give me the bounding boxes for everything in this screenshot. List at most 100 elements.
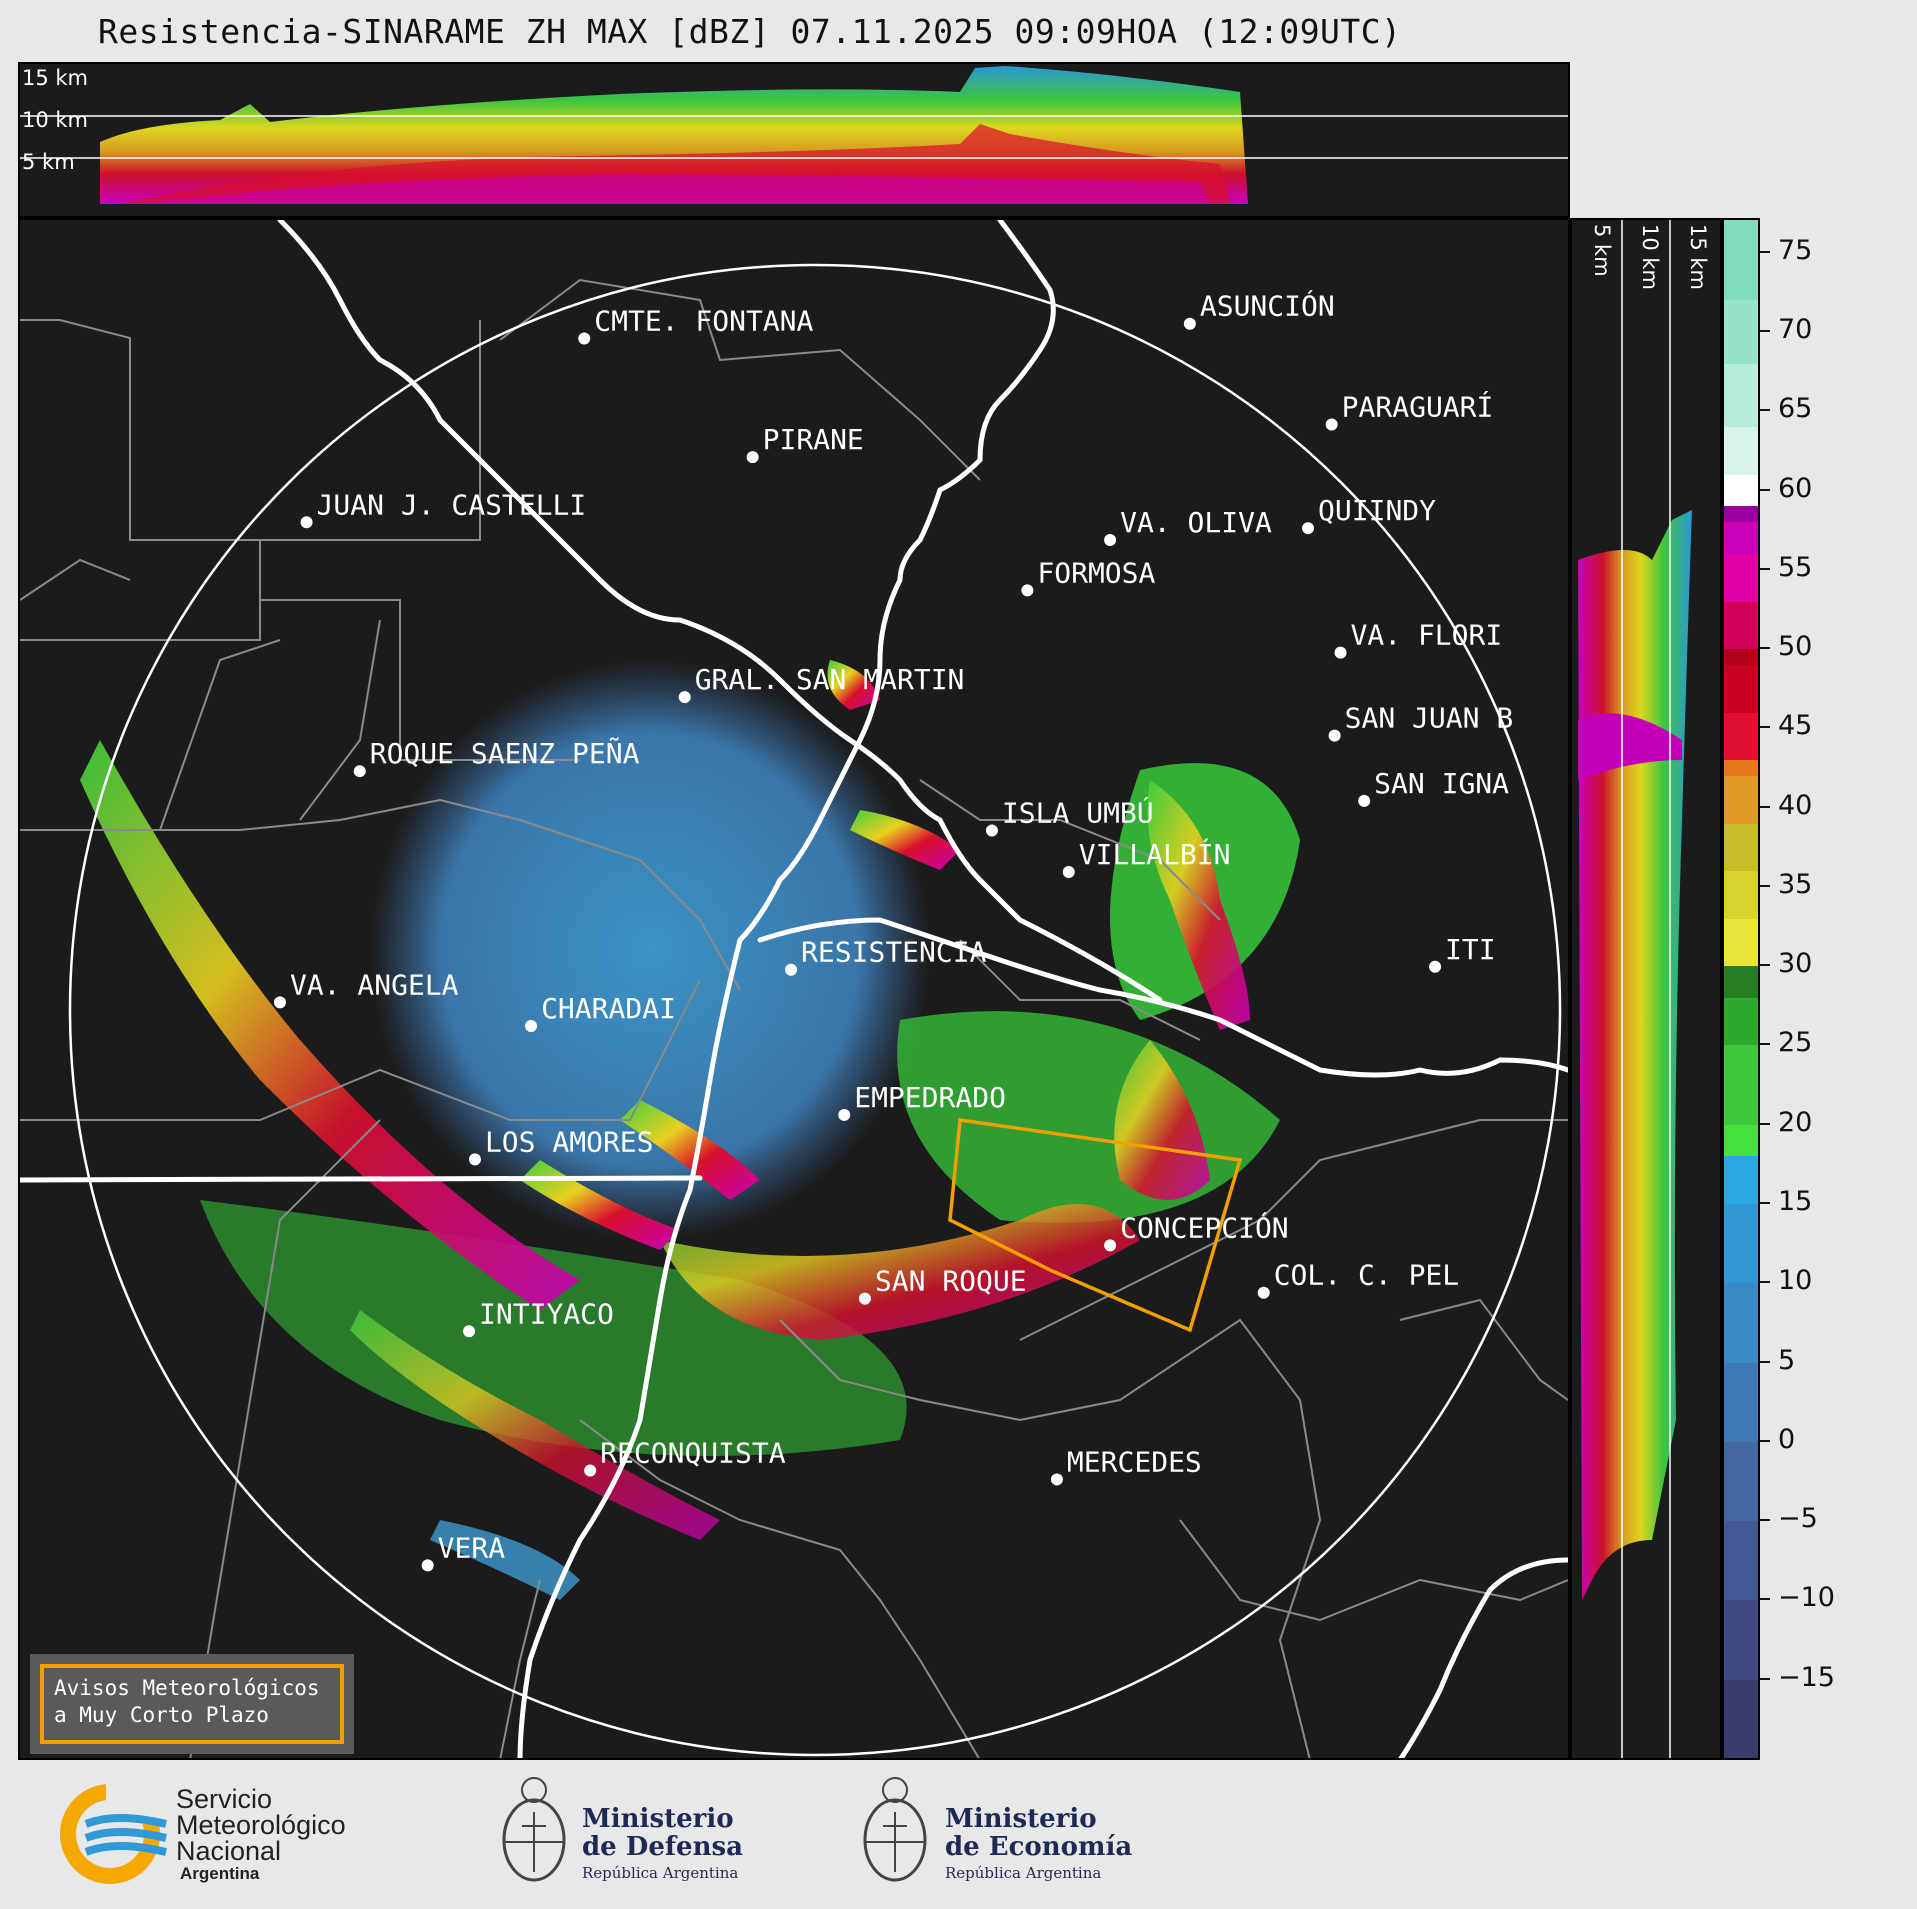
city-marker: ASUNCIÓN [1183, 289, 1335, 330]
colorbar-tick [1760, 488, 1770, 491]
colorbar-tick-label: 5 [1778, 1344, 1796, 1376]
economia-line2: de Economía [945, 1832, 1133, 1862]
city-label: COL. C. PEL [1274, 1259, 1459, 1292]
colorbar-tick [1760, 1122, 1770, 1125]
east-west-cross-section: 5 km 10 km 15 km [1570, 218, 1722, 1760]
colorbar-tick-label: 10 [1778, 1265, 1813, 1297]
colorbar-segment [1724, 774, 1758, 824]
economia-line1: Ministerio [945, 1804, 1097, 1834]
city-dot [1334, 646, 1347, 659]
colorbar-segment [1724, 1599, 1758, 1680]
city-marker: ITI [1429, 933, 1496, 973]
city-marker: MERCEDES [1050, 1445, 1202, 1486]
city-dot [838, 1108, 851, 1121]
colorbar-segment [1724, 648, 1758, 665]
colorbar-tick-label: 75 [1778, 234, 1813, 266]
city-marker: ROQUE SAENZ PEÑA [353, 736, 640, 778]
city-marker: PARAGUARÍ [1325, 389, 1493, 431]
colorbar-tick-label: 45 [1778, 710, 1813, 742]
ministerio-defensa-logo: Ministerio de Defensa República Argentin… [494, 1772, 754, 1898]
city-label: SAN JUAN B [1345, 702, 1514, 735]
colorbar-segment [1724, 1282, 1758, 1363]
very-short-term-warnings-button[interactable]: Avisos Meteorológicos a Muy Corto Plazo [30, 1654, 354, 1754]
city-marker: CONCEPCIÓN [1104, 1210, 1289, 1252]
aviso-line2: a Muy Corto Plazo [54, 1703, 269, 1727]
argentina-coat-of-arms-icon [863, 1777, 927, 1882]
city-dot [1325, 418, 1338, 431]
colorbar-tick [1760, 964, 1770, 967]
city-marker: GRAL. SAN MARTIN [678, 663, 964, 704]
city-dot [1050, 1473, 1063, 1486]
colorbar-segment [1724, 1123, 1758, 1157]
city-label: LOS AMORES [485, 1125, 654, 1158]
city-dot [421, 1559, 434, 1572]
colorbar-tick [1760, 1519, 1770, 1522]
colorbar-segment [1724, 1520, 1758, 1601]
colorbar-segment [1724, 870, 1758, 919]
colorbar-segment [1724, 1440, 1758, 1522]
smn-line2: Meteorológico [176, 1810, 346, 1840]
colorbar-tick-label: 40 [1778, 789, 1813, 821]
altitude-label-5km: 5 km [22, 150, 75, 174]
city-marker: PIRANE [746, 423, 864, 464]
city-label: SAN ROQUE [875, 1265, 1027, 1298]
city-marker: SAN JUAN B [1328, 702, 1514, 742]
colorbar-tick-label: 25 [1778, 1027, 1813, 1059]
city-dot [1104, 1239, 1117, 1252]
colorbar-segment [1724, 505, 1758, 523]
city-marker: ISLA UMBÚ [985, 795, 1154, 837]
city-marker: VA. FLORI [1334, 619, 1502, 659]
colorbar-tick [1760, 409, 1770, 412]
city-label: VERA [438, 1531, 506, 1564]
colorbar-tick-label: 55 [1778, 551, 1813, 583]
colorbar-tick-label: 70 [1778, 313, 1813, 345]
city-dot [785, 963, 798, 976]
defensa-line3: República Argentina [582, 1864, 739, 1882]
city-marker: SAN ROQUE [858, 1265, 1027, 1305]
city-label: EMPEDRADO [854, 1081, 1006, 1114]
colorbar-tick-label: 15 [1778, 1186, 1813, 1218]
city-dot [1183, 317, 1196, 330]
colorbar-segment [1724, 600, 1758, 650]
city-label: JUAN J. CASTELLI [317, 488, 587, 521]
colorbar-tick [1760, 726, 1770, 729]
colorbar-tick-label: 30 [1778, 948, 1813, 980]
defensa-line1: Ministerio [582, 1804, 734, 1834]
city-dot [1429, 960, 1442, 973]
colorbar-tick [1760, 1439, 1770, 1442]
city-marker: VERA [421, 1531, 506, 1572]
colorbar-segment [1724, 759, 1758, 776]
city-label: RECONQUISTA [600, 1437, 786, 1470]
ministerio-economia-logo: Ministerio de Economía República Argenti… [855, 1772, 1135, 1898]
colorbar-segment [1724, 552, 1758, 602]
city-marker: RESISTENCIA [785, 936, 987, 976]
city-dot [1358, 794, 1371, 807]
city-label: ROQUE SAENZ PEÑA [370, 736, 640, 770]
radar-map: CMTE. FONTANA ASUNCIÓN PARAGUARÍ PIRANE JUAN… [18, 218, 1570, 1760]
city-dot [463, 1325, 476, 1338]
colorbar-segment [1724, 822, 1758, 872]
city-dot [468, 1153, 481, 1166]
city-dot [1062, 865, 1075, 878]
city-label: CONCEPCIÓN [1120, 1210, 1289, 1244]
colorbar-segment [1724, 362, 1758, 428]
city-marker: VA. OLIVA [1104, 506, 1272, 547]
colorbar-segment [1724, 521, 1758, 554]
city-label: CHARADAI [541, 992, 676, 1025]
altitude-label-10km-v: 10 km [1638, 224, 1662, 291]
colorbar-tick [1760, 647, 1770, 650]
city-label: RESISTENCIA [801, 936, 987, 969]
colorbar-segment [1724, 1044, 1758, 1125]
city-label: MERCEDES [1067, 1445, 1202, 1478]
city-dot [353, 765, 366, 778]
city-label: VILLALBÍN [1079, 837, 1231, 871]
city-marker: LOS AMORES [468, 1125, 654, 1166]
colorbar-tick-label: −15 [1778, 1661, 1835, 1693]
city-label: SAN IGNA [1374, 767, 1509, 800]
city-dot [525, 1020, 538, 1033]
colorbar-tick [1760, 329, 1770, 332]
colorbar-tick [1760, 1598, 1770, 1601]
city-label: ISLA UMBÚ [1002, 795, 1154, 829]
city-label: QUIINDY [1318, 494, 1436, 527]
city-marker: SAN IGNA [1358, 767, 1509, 807]
